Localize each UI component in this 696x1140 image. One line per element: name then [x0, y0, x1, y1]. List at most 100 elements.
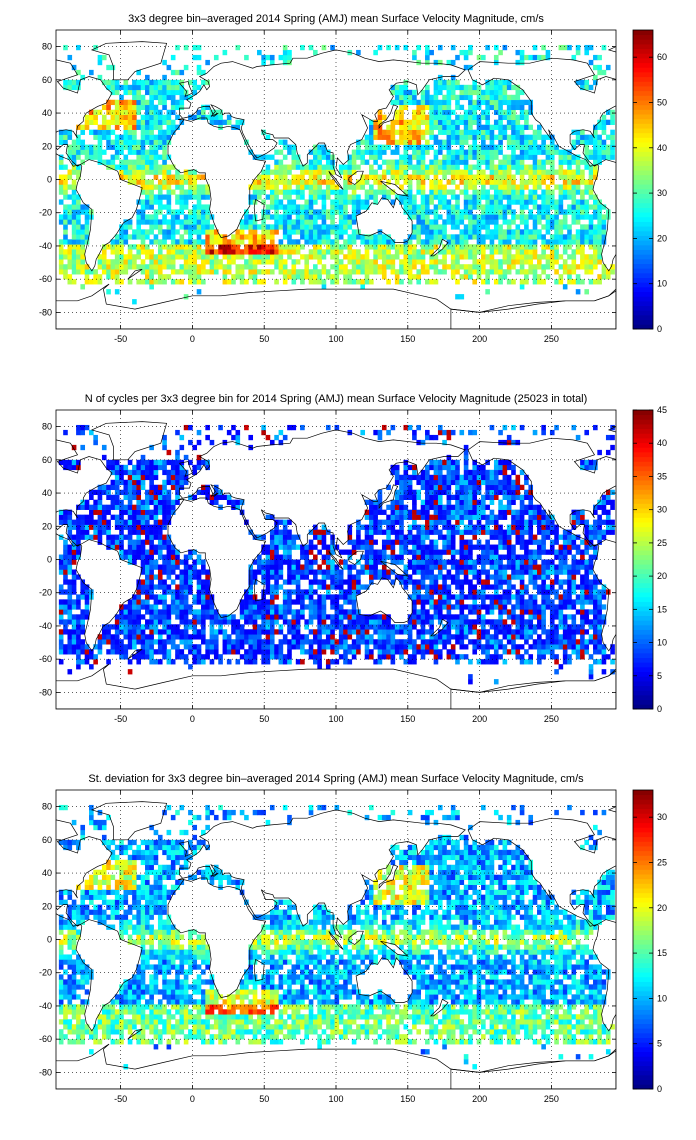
- heatmap-cell: [403, 129, 409, 135]
- heatmap-cell: [248, 254, 254, 260]
- heatmap-cell: [541, 169, 546, 175]
- heatmap-cell: [351, 584, 357, 590]
- heatmap-cell: [218, 629, 223, 635]
- heatmap-cell: [489, 259, 495, 265]
- heatmap-cell: [244, 424, 249, 431]
- heatmap-cell: [472, 259, 478, 265]
- heatmap-cell: [459, 84, 465, 91]
- heatmap-cell: [201, 204, 206, 210]
- heatmap-cell: [162, 129, 167, 135]
- heatmap-cell: [580, 139, 585, 145]
- heatmap-cell: [119, 139, 124, 145]
- heatmap-cell: [605, 149, 611, 155]
- heatmap-cell: [235, 249, 241, 255]
- heatmap-cell: [455, 139, 460, 145]
- heatmap-cell: [183, 614, 189, 620]
- heatmap-cell: [153, 544, 159, 550]
- heatmap-cell: [580, 169, 585, 175]
- heatmap-cell: [455, 79, 460, 86]
- heatmap-cell: [153, 144, 159, 150]
- heatmap-cell: [265, 644, 271, 650]
- heatmap-cell: [145, 639, 150, 645]
- heatmap-cell: [67, 559, 73, 565]
- heatmap-cell: [524, 269, 529, 275]
- heatmap-cell: [502, 229, 508, 235]
- heatmap-cell: [360, 259, 366, 265]
- heatmap-cell: [157, 254, 163, 260]
- heatmap-cell: [558, 279, 564, 285]
- heatmap-cell: [524, 149, 529, 155]
- heatmap-cell: [394, 114, 400, 120]
- heatmap-cell: [261, 609, 266, 615]
- heatmap-cell: [403, 84, 409, 91]
- heatmap-cell: [386, 124, 391, 130]
- heatmap-cell: [84, 269, 90, 275]
- heatmap-cell: [166, 219, 172, 225]
- heatmap-cell: [593, 264, 598, 270]
- heatmap-cell: [295, 184, 301, 190]
- heatmap-cell: [123, 629, 129, 635]
- heatmap-cell: [101, 54, 107, 61]
- heatmap-cell: [498, 274, 503, 280]
- heatmap-cell: [377, 234, 383, 240]
- heatmap-cell: [291, 259, 297, 265]
- heatmap-cell: [459, 209, 465, 215]
- heatmap-cell: [386, 249, 391, 255]
- heatmap-cell: [123, 124, 129, 130]
- heatmap-cell: [71, 554, 77, 560]
- heatmap-cell: [338, 219, 344, 225]
- heatmap-cell: [80, 259, 86, 265]
- heatmap-cell: [532, 254, 538, 260]
- heatmap-cell: [269, 194, 275, 200]
- heatmap-cell: [278, 199, 284, 205]
- heatmap-cell: [545, 169, 551, 175]
- heatmap-cell: [162, 104, 167, 111]
- heatmap-cell: [252, 609, 258, 615]
- heatmap-cell: [145, 249, 150, 255]
- heatmap-cell: [71, 619, 77, 625]
- heatmap-cell: [291, 564, 297, 570]
- heatmap-cell: [330, 229, 335, 235]
- heatmap-cell: [205, 654, 210, 660]
- heatmap-cell: [493, 194, 499, 200]
- heatmap-cell: [145, 554, 150, 560]
- heatmap-cell: [300, 634, 305, 640]
- heatmap-cell: [145, 119, 150, 125]
- heatmap-cell: [360, 614, 366, 620]
- heatmap-cell: [537, 164, 542, 170]
- colorbar-segment: [633, 58, 653, 64]
- heatmap-cell: [373, 49, 378, 56]
- heatmap-cell: [166, 254, 172, 260]
- heatmap-cell: [412, 49, 417, 56]
- heatmap-cell: [170, 549, 176, 555]
- heatmap-cell: [84, 224, 90, 230]
- heatmap-cell: [58, 249, 64, 255]
- heatmap-cell: [455, 249, 460, 255]
- heatmap-cell: [407, 94, 413, 101]
- heatmap-cell: [278, 244, 284, 250]
- heatmap-cell: [437, 104, 443, 111]
- heatmap-cell: [407, 99, 413, 106]
- heatmap-cell: [291, 539, 297, 545]
- heatmap-cell: [170, 479, 176, 486]
- heatmap-cell: [545, 154, 551, 160]
- heatmap-cell: [489, 89, 495, 96]
- heatmap-cell: [425, 144, 430, 150]
- heatmap-cell: [145, 574, 150, 580]
- heatmap-cell: [593, 209, 598, 215]
- heatmap-cell: [377, 239, 383, 245]
- heatmap-cell: [226, 264, 232, 270]
- heatmap-cell: [183, 259, 189, 265]
- heatmap-cell: [265, 169, 271, 175]
- heatmap-cell: [373, 144, 378, 150]
- heatmap-cell: [188, 184, 193, 190]
- heatmap-cell: [519, 59, 525, 66]
- heatmap-cell: [593, 259, 598, 265]
- heatmap-cell: [472, 229, 478, 235]
- heatmap-cell: [149, 99, 154, 106]
- heatmap-cell: [429, 219, 434, 225]
- heatmap-cell: [140, 454, 146, 461]
- heatmap-cell: [321, 189, 327, 195]
- y-tick-label: 60: [42, 75, 52, 85]
- heatmap-cell: [127, 614, 133, 620]
